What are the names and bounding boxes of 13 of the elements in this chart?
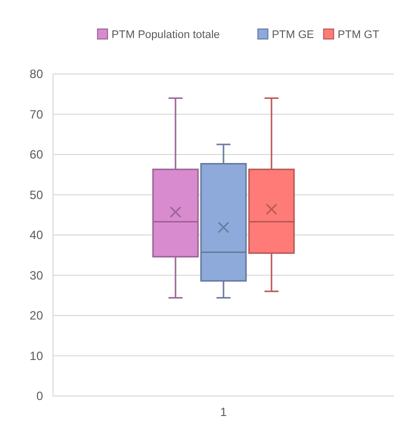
y-tick-label: 0	[36, 389, 44, 404]
x-tick-label: 1	[220, 405, 228, 419]
y-tick-label: 40	[30, 228, 44, 242]
y-tick-label: 10	[30, 348, 44, 363]
y-tick-label: 60	[30, 148, 44, 162]
y-tick-label: 80	[30, 67, 44, 82]
y-tick-label: 30	[30, 268, 44, 282]
legend-label: PTM Population totale	[112, 29, 220, 41]
legend-label: PTM GE	[272, 29, 314, 41]
legend-label: PTM GT	[338, 29, 380, 41]
y-tick-label: 20	[30, 308, 44, 323]
y-tick-label: 70	[30, 107, 44, 122]
y-tick-label: 50	[30, 188, 44, 202]
